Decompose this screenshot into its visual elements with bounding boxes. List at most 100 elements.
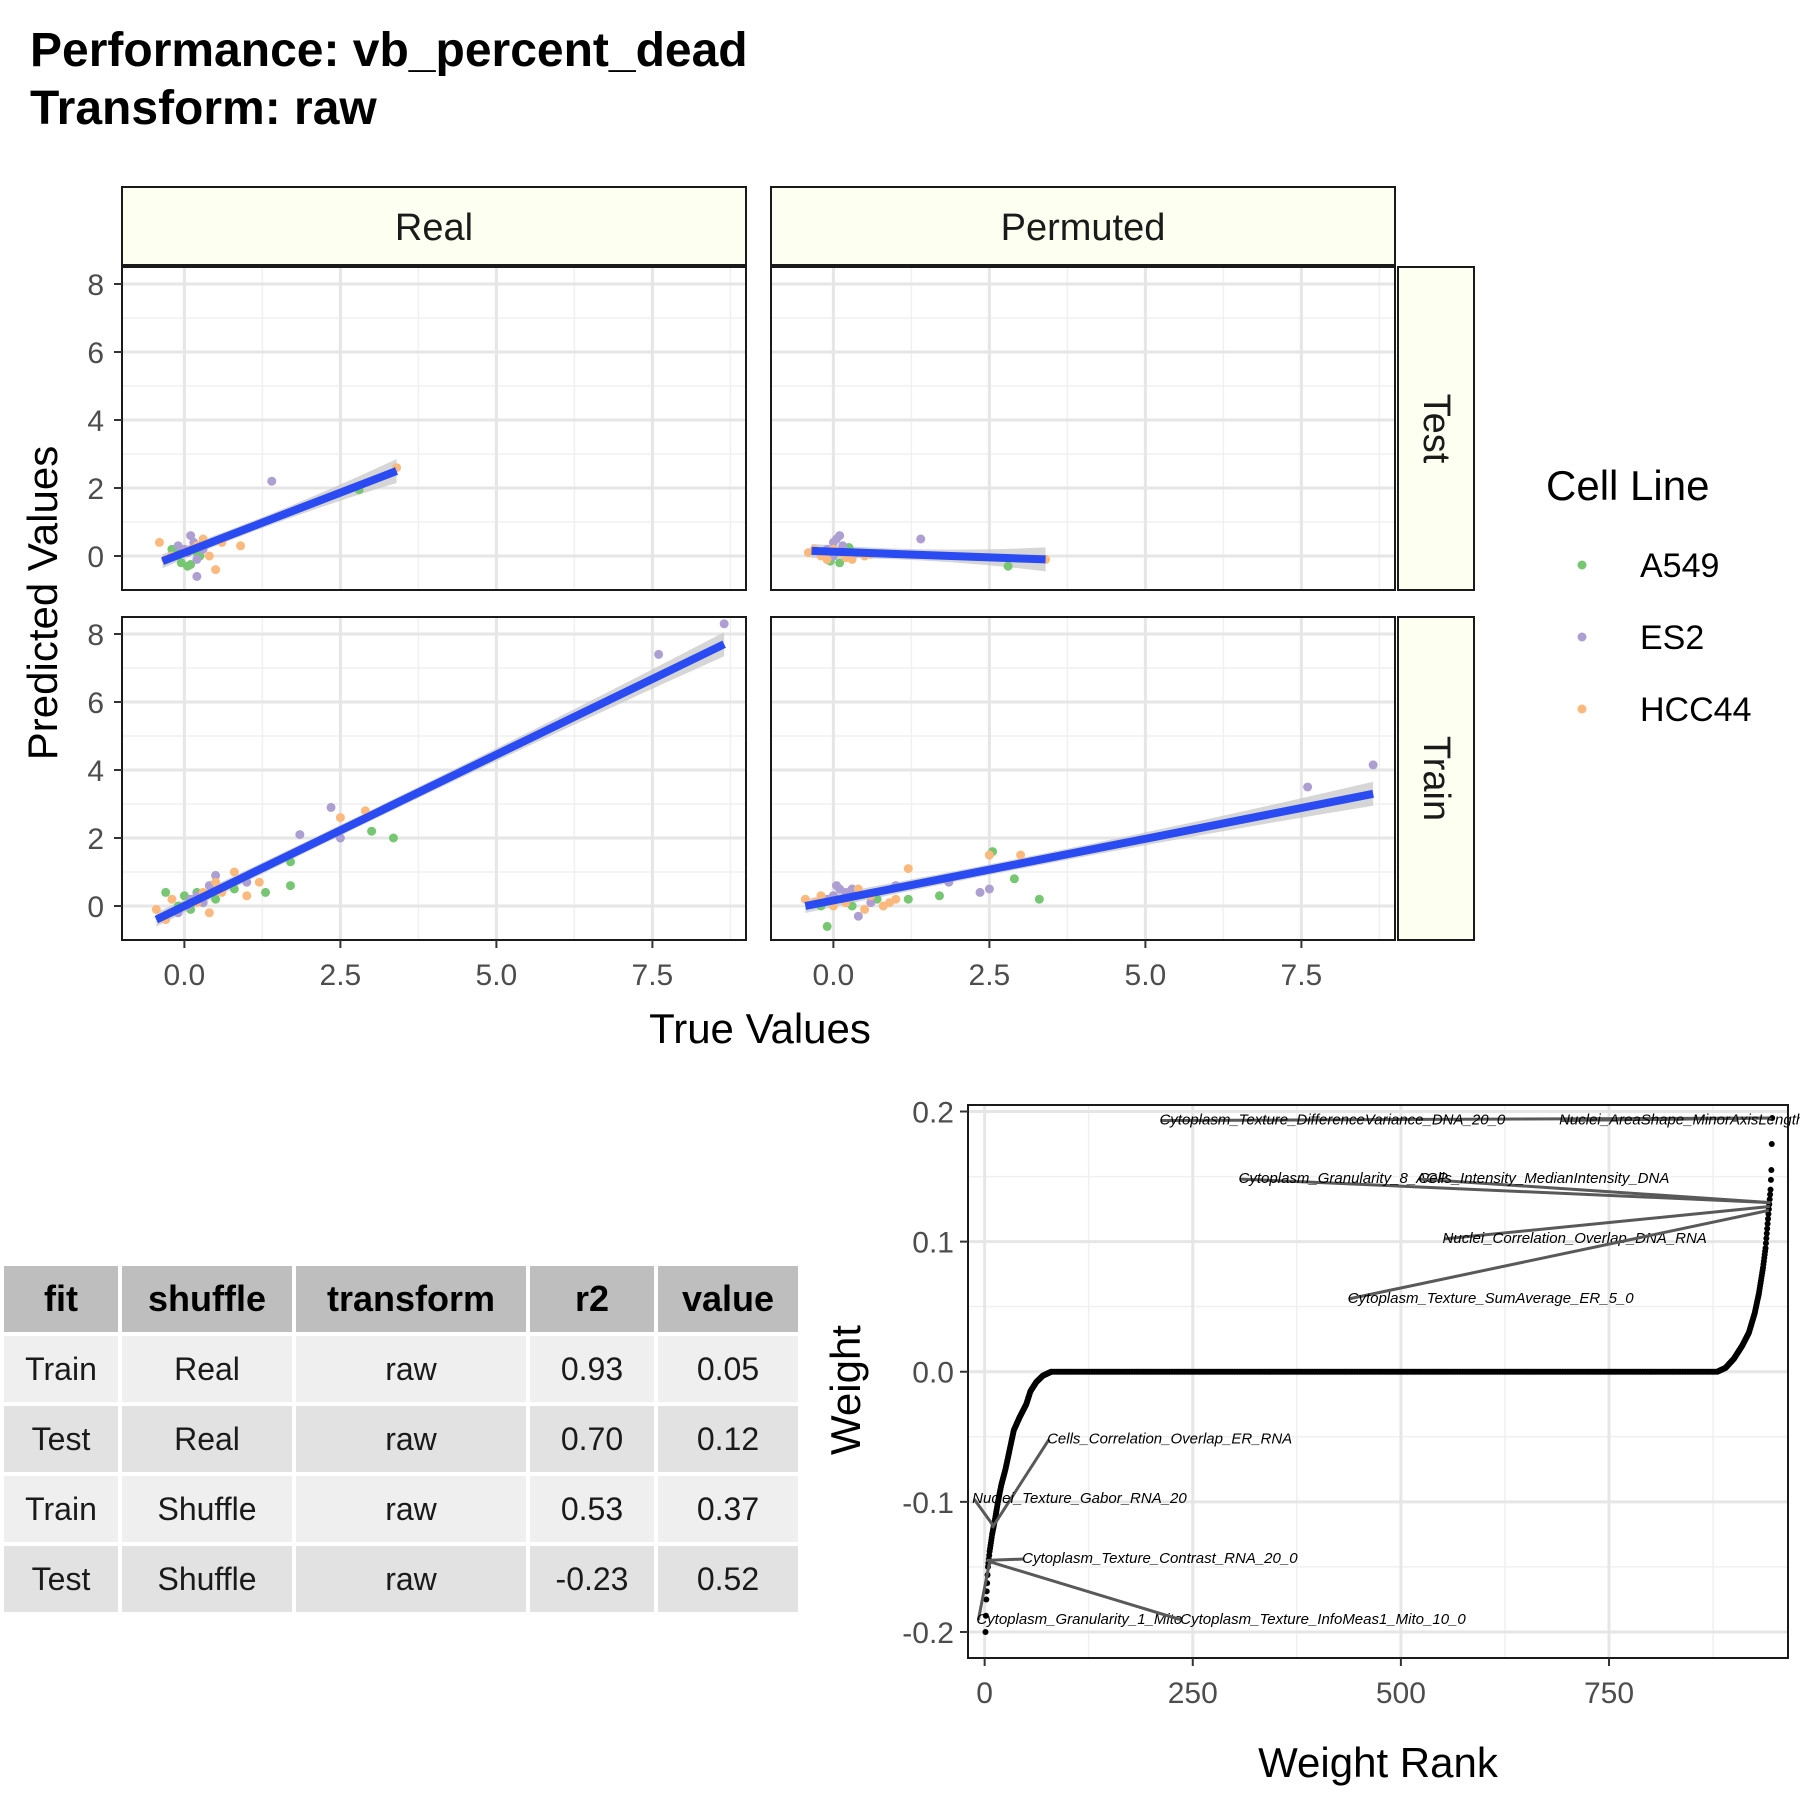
point-a549 — [1034, 894, 1044, 904]
fit-line — [804, 789, 1374, 910]
facet-strip-col-permuted — [770, 186, 1396, 266]
point-hcc44 — [229, 867, 239, 877]
point-a549 — [835, 558, 845, 568]
annotation-leader-line — [976, 1561, 992, 1621]
legend: Cell Line A549 ES2 HCC44 — [1546, 462, 1751, 729]
point-es2 — [847, 884, 857, 894]
point-a549 — [285, 881, 295, 891]
table-cell-shuffle: Real — [122, 1336, 292, 1402]
annotation-label: Cytoplasm_Texture_SumAverage_ER_5_0 — [1348, 1290, 1635, 1307]
table-cell-fit: Test — [4, 1406, 118, 1472]
point-es2 — [832, 534, 842, 544]
title-line-1: Performance: vb_percent_dead — [30, 24, 748, 77]
legend-title: Cell Line — [1546, 462, 1709, 509]
x-tick-label: 250 — [1168, 1677, 1218, 1710]
point-a549 — [1009, 874, 1019, 884]
y-tick-label: 6 — [87, 687, 104, 720]
point-hcc44 — [204, 551, 214, 561]
annotation-leader-line — [972, 1498, 995, 1527]
point-es2 — [1303, 782, 1313, 792]
x-tick-label: 5.0 — [476, 959, 518, 992]
facet-strip-row-train — [1397, 616, 1475, 941]
annotation-leader-line — [1420, 1177, 1771, 1205]
y-tick-label: 0.2 — [912, 1097, 954, 1130]
point-hcc44 — [236, 541, 246, 551]
table-cell-r2: 0.93 — [530, 1336, 654, 1402]
point-hcc44 — [800, 894, 810, 904]
y-tick-label: 0 — [87, 891, 104, 924]
point-hcc44 — [151, 904, 161, 914]
point-hcc44 — [242, 891, 252, 901]
fit-line — [161, 467, 398, 565]
x-tick-label: 7.5 — [632, 959, 674, 992]
panel-real-test — [121, 266, 747, 591]
table-cell-value: 0.05 — [658, 1336, 798, 1402]
point-hcc44 — [816, 891, 826, 901]
weight-rank-chart: Cytoplasm_Texture_DifferenceVariance_DNA… — [822, 1097, 1800, 1786]
point-hcc44 — [167, 894, 177, 904]
annotation-leader-line — [1561, 1116, 1772, 1123]
annotation-label: Cytoplasm_Texture_InfoMeas1_Mito_10_0 — [1180, 1611, 1466, 1628]
facet-scatter-chart: Real Permuted Test Train 0 2 4 6 8 0 2 4 6 8 0.0 2.5 5.0… — [19, 186, 1475, 1052]
point-a549 — [822, 921, 832, 931]
x-tick-label: 750 — [1584, 1677, 1634, 1710]
table-cell-fit: Train — [4, 1336, 118, 1402]
table-cell-value: 0.37 — [658, 1476, 798, 1542]
facet-strip-label: Permuted — [1001, 207, 1166, 249]
facet-strip-row-test — [1397, 266, 1475, 591]
point-hcc44 — [822, 554, 832, 564]
annotation-label: Cytoplasm_Texture_Contrast_RNA_20_0 — [1022, 1550, 1298, 1567]
legend-label: ES2 — [1640, 619, 1704, 657]
point-es2 — [866, 898, 876, 908]
weight-point — [1767, 1176, 1774, 1183]
point-a549 — [176, 558, 186, 568]
weight-point — [1765, 1215, 1772, 1222]
point-hcc44 — [154, 537, 164, 547]
weight-point — [1763, 1230, 1770, 1237]
annotation-leader-line — [986, 1557, 1025, 1562]
y-tick-label: -0.2 — [902, 1617, 954, 1650]
table-header-shuffle: shuffle — [122, 1266, 292, 1332]
point-a549 — [161, 887, 171, 897]
point-es2 — [173, 541, 183, 551]
x-tick-label: 2.5 — [320, 959, 362, 992]
point-a549 — [211, 894, 221, 904]
annotation-label: Cytoplasm_Granularity_1_Mito — [976, 1611, 1182, 1628]
point-hcc44 — [860, 904, 870, 914]
facet-strip-col-real — [121, 186, 747, 266]
weight-point — [1768, 1167, 1775, 1174]
point-es2 — [916, 534, 926, 544]
weight-point — [1768, 1141, 1775, 1148]
point-es2 — [654, 649, 664, 659]
table-cell-fit: Test — [4, 1546, 118, 1612]
panel-permuted-train — [770, 616, 1396, 941]
point-es2 — [295, 830, 305, 840]
weight-point — [982, 1628, 989, 1635]
table-cell-value: 0.52 — [658, 1546, 798, 1612]
x-tick-label: 2.5 — [969, 959, 1011, 992]
annotation-label: Cells_Intensity_MedianIntensity_DNA — [1418, 1170, 1669, 1187]
panel-border — [121, 266, 747, 591]
fit-line — [154, 640, 726, 924]
annotation-label: Nuclei_Texture_Gabor_RNA_20 — [972, 1490, 1187, 1507]
point-a549 — [903, 894, 913, 904]
legend-label: HCC44 — [1640, 691, 1751, 729]
panel-border — [770, 616, 1396, 941]
weight-point — [1767, 1191, 1774, 1198]
point-es2 — [1368, 760, 1378, 770]
y-tick-label: 4 — [87, 755, 104, 788]
table-header-fit: fit — [4, 1266, 118, 1332]
y-axis-title: Predicted Values — [19, 446, 66, 760]
point-es2 — [192, 571, 202, 581]
table-header-r2: r2 — [530, 1266, 654, 1332]
point-es2 — [186, 531, 196, 541]
table-cell-r2: -0.23 — [530, 1546, 654, 1612]
annotation-label: Cytoplasm_Granularity_8_AGP — [1239, 1170, 1448, 1187]
x-tick-label: 0.0 — [164, 959, 206, 992]
point-hcc44 — [903, 864, 913, 874]
point-hcc44 — [885, 898, 895, 908]
weight-point — [1763, 1235, 1770, 1242]
table-cell-fit: Train — [4, 1476, 118, 1542]
metrics-table: fit shuffle transform r2 value Train Real raw 0… — [0, 1262, 802, 1616]
y-tick-label: 2 — [87, 823, 104, 856]
